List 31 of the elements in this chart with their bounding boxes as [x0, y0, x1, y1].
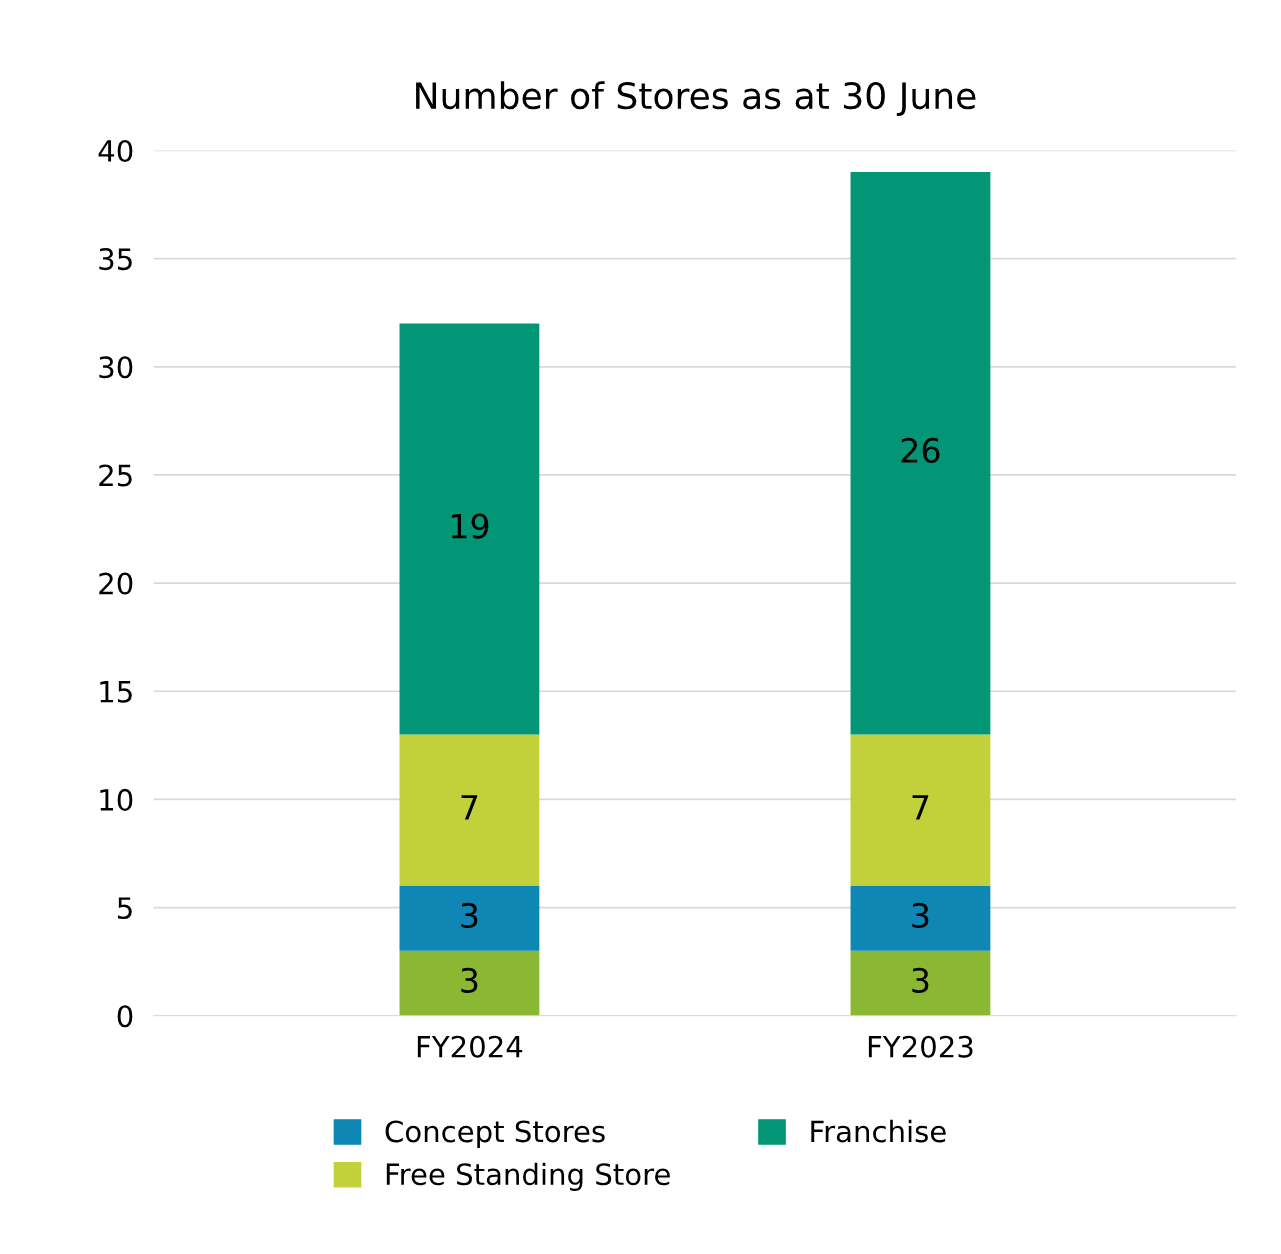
bar [399, 323, 540, 735]
y-tick-label: 30 [99, 356, 133, 379]
data-label: 3 [912, 967, 929, 993]
x-tick-label: FY2024 [417, 1035, 523, 1058]
bar [850, 172, 991, 735]
y-tick-label: 20 [99, 572, 133, 595]
bar [399, 885, 540, 951]
y-tick-label: 10 [100, 788, 133, 811]
y-tick-label: 40 [98, 139, 133, 162]
y-tick-label: 15 [100, 681, 132, 703]
bar [850, 734, 991, 886]
data-label: 19 [451, 513, 489, 539]
bar [850, 885, 991, 951]
bar [850, 950, 991, 1016]
legend-label: Free Standing Store [386, 1162, 670, 1191]
legend-label: Concept Stores [385, 1120, 605, 1149]
data-label: 26 [901, 437, 940, 463]
chart-title: Number of Stores as at 30 June [416, 81, 976, 117]
bar [399, 950, 540, 1016]
y-tick-label: 35 [99, 248, 132, 271]
y-tick-label: 25 [99, 464, 132, 487]
legend-label: Franchise [811, 1119, 946, 1143]
y-tick-label: 5 [117, 897, 132, 920]
bar [399, 734, 540, 886]
data-label: 7 [461, 795, 478, 820]
data-label: 3 [461, 967, 478, 993]
data-label: 3 [912, 902, 929, 929]
y-tick-label: 0 [117, 1005, 133, 1028]
x-tick-label: FY2023 [868, 1035, 973, 1058]
data-label: 7 [912, 795, 929, 820]
data-label: 3 [461, 902, 478, 929]
